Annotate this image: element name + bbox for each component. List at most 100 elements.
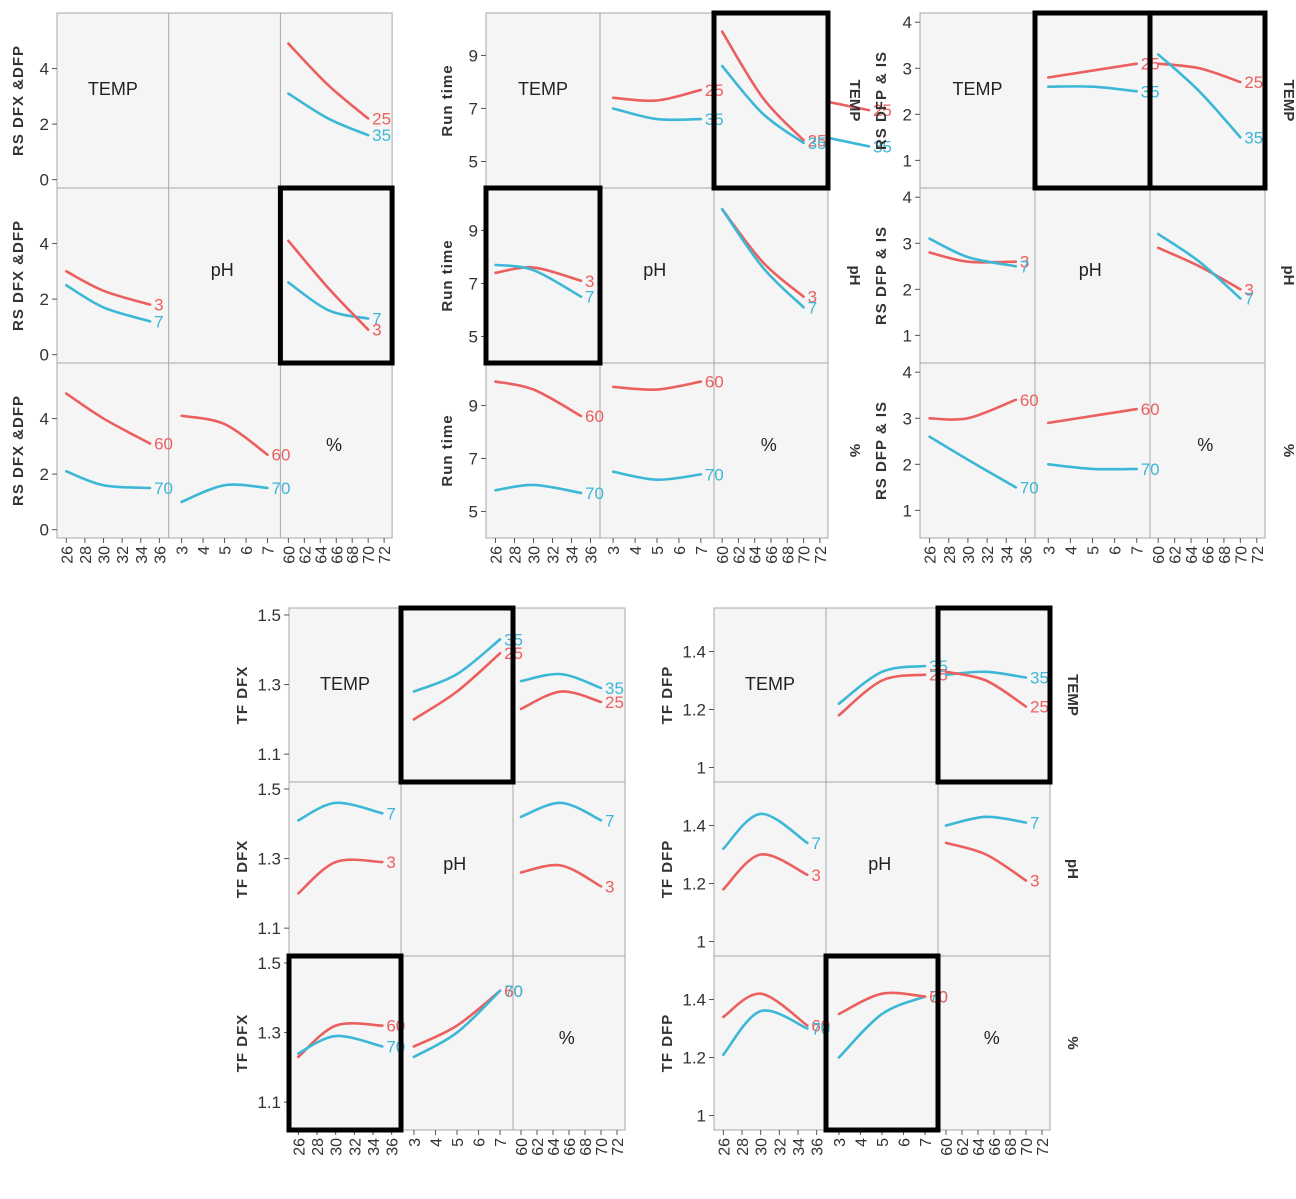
- diagonal-factor-label: TEMP: [88, 79, 138, 99]
- series-end-label: 35: [605, 679, 624, 698]
- cell-r1-c2: 37: [1156, 232, 1254, 309]
- series-end-label: 3: [154, 296, 163, 315]
- diagonal-factor-label: pH: [868, 854, 891, 874]
- x-tick-label: 66: [987, 1138, 1004, 1156]
- diagonal-factor-label: pH: [443, 854, 466, 874]
- series-end-label: 7: [605, 811, 614, 830]
- highlighted-cell-frame: [1147, 10, 1268, 191]
- y-axis-label: Run time: [439, 64, 456, 136]
- x-tick-label: 30: [754, 1138, 771, 1156]
- x-tick-label: 34: [134, 546, 151, 564]
- series-end-label: 35: [1244, 128, 1263, 147]
- y-tick-label: 9: [469, 46, 478, 65]
- x-tick-label: 4: [428, 1138, 445, 1147]
- series-line-35: [1156, 53, 1242, 139]
- x-tick-label: 3: [175, 546, 192, 555]
- diagonal-factor-label: TEMP: [952, 79, 1002, 99]
- y-axis-label: RS DFX &DFP: [10, 45, 27, 156]
- series-line-3: [287, 239, 370, 331]
- series-line-60: [928, 398, 1018, 421]
- series-line-25: [1156, 62, 1242, 84]
- series-line-25: [1046, 62, 1139, 79]
- y-tick-label: 3: [903, 59, 912, 78]
- y-axis-label: Run time: [439, 414, 456, 486]
- matrix-4: TEMP pH% 1.1 1.3 1.5 TF DFX 1.1 1.3 1.5 TF DFX 1.1…: [234, 605, 627, 1156]
- y-axis-label: RS DFX &DFP: [10, 395, 27, 506]
- cell-r1-c2: 73: [287, 239, 382, 340]
- series-end-label: 7: [1020, 257, 1029, 276]
- x-tick-label: 30: [97, 546, 114, 564]
- series-end-label: 60: [705, 373, 724, 392]
- series-end-label: 35: [873, 137, 892, 156]
- series-line-70: [180, 483, 269, 504]
- diagonal-factor-label: %: [1197, 435, 1213, 455]
- x-tick-label: 60: [715, 546, 732, 564]
- diagonal-factor-label: %: [559, 1028, 575, 1048]
- series-line-7: [944, 815, 1028, 827]
- x-tick-label: 32: [772, 1138, 789, 1156]
- y-tick-label: 1.2: [682, 875, 706, 894]
- x-tick-label: 5: [1086, 546, 1103, 555]
- y-tick-label: 5: [469, 152, 478, 171]
- x-tick-label: 70: [797, 546, 814, 564]
- series-end-label: 60: [272, 446, 291, 465]
- x-tick-label: 26: [923, 546, 940, 564]
- y-tick-label: 1.3: [257, 850, 281, 869]
- series-line-70: [722, 1009, 809, 1056]
- row-factor-label: TEMP: [1064, 674, 1081, 716]
- x-tick-label: 32: [980, 546, 997, 564]
- series-line-7: [722, 812, 809, 850]
- series-end-label: 25: [605, 693, 624, 712]
- y-tick-label: 4: [903, 188, 912, 207]
- row-factor-label: %: [846, 444, 863, 457]
- diagonal-factor-label: TEMP: [320, 674, 370, 694]
- series-end-label: 3: [585, 272, 594, 291]
- series-end-label: 60: [1141, 400, 1160, 419]
- series-end-label: 35: [372, 126, 391, 145]
- series-end-label: 7: [386, 804, 395, 823]
- x-tick-label: 28: [508, 546, 525, 564]
- y-tick-label: 1.5: [257, 954, 281, 973]
- x-tick-label: 70: [594, 1138, 611, 1156]
- series-line-35: [519, 672, 603, 690]
- series-end-label: 7: [1244, 290, 1253, 309]
- y-tick-label: 1: [903, 151, 912, 170]
- y-axis-label: TF DFX: [234, 840, 251, 899]
- cell-r2-c0: 60 70: [65, 392, 173, 498]
- y-tick-label: 3: [903, 234, 912, 253]
- x-tick-label: 32: [347, 1138, 364, 1156]
- x-tick-label: 28: [78, 546, 95, 564]
- y-tick-label: 1.5: [257, 606, 281, 625]
- series-end-label: 3: [811, 866, 820, 885]
- x-tick-label: 4: [853, 1138, 870, 1147]
- series-line-70: [412, 989, 502, 1059]
- series-line-25: [519, 690, 603, 711]
- series-line-3: [297, 858, 384, 895]
- series-line-7: [65, 283, 152, 323]
- highlighted-cell-frame: [286, 953, 404, 1133]
- y-tick-label: 1: [697, 759, 706, 778]
- x-tick-label: 26: [59, 546, 76, 564]
- series-end-label: 25: [1244, 73, 1263, 92]
- series-end-label: 70: [705, 465, 724, 484]
- highlighted-cell-frame: [823, 953, 941, 1133]
- series-line-3: [928, 251, 1018, 264]
- matrix-background: [56, 12, 393, 539]
- series-line-60: [1046, 407, 1139, 425]
- x-tick-label: 32: [546, 546, 563, 564]
- x-tick-label: 66: [329, 546, 346, 564]
- y-tick-label: 1.2: [682, 701, 706, 720]
- series-line-7: [297, 801, 384, 822]
- y-tick-label: 3: [903, 409, 912, 428]
- y-tick-label: 7: [469, 449, 478, 468]
- series-end-label: 60: [154, 435, 173, 454]
- series-line-60: [722, 992, 809, 1027]
- series-line-35: [1046, 85, 1139, 93]
- series-end-label: 7: [1030, 814, 1039, 833]
- cell-r2-c1: 60 70: [180, 414, 291, 504]
- series-line-25: [412, 651, 502, 721]
- x-tick-label: 5: [218, 546, 235, 555]
- series-line-7: [494, 263, 583, 299]
- x-tick-label: 34: [366, 1138, 383, 1156]
